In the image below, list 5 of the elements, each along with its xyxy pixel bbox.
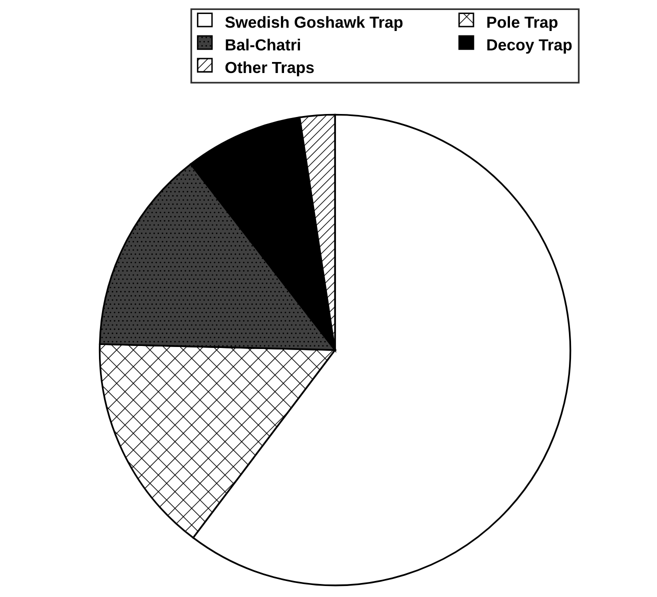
legend-label: Decoy Trap xyxy=(487,39,572,54)
legend-label: Bal-Chatri xyxy=(226,38,300,51)
legend-label: Pole Trap xyxy=(487,16,558,32)
legend-label: Swedish Goshawk Trap xyxy=(225,16,403,32)
legend-label: Other Traps xyxy=(225,61,314,76)
